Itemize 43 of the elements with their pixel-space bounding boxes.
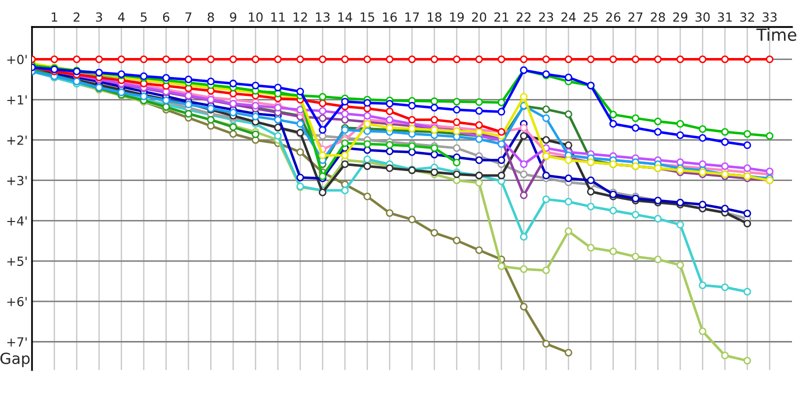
x-tick-label: 18: [428, 12, 442, 22]
x-tick-label: 3: [96, 12, 102, 22]
x-axis-title: Time: [756, 28, 796, 41]
x-tick-label: 6: [163, 12, 170, 22]
x-tick-label: 22: [516, 12, 530, 22]
x-tick-label: 1: [52, 12, 58, 22]
x-tick-label: 14: [338, 12, 352, 22]
x-tick-label: 20: [472, 12, 486, 22]
x-tick-label: 17: [405, 12, 419, 22]
x-tick-label: 29: [673, 12, 688, 22]
x-tick-label: 24: [561, 12, 576, 22]
x-tick-label: 4: [118, 12, 125, 22]
y-tick-label: +2': [7, 135, 27, 145]
x-tick-label: 23: [539, 12, 554, 22]
x-tick-label: 9: [230, 12, 236, 22]
x-tick-label: 15: [360, 12, 374, 22]
y-tick-label: +6': [7, 296, 27, 306]
y-tick-label: +4': [7, 216, 27, 226]
y-tick-label: +0': [7, 54, 27, 64]
x-tick-label: 27: [628, 12, 642, 22]
y-tick-label: +1': [7, 95, 27, 104]
x-tick-label: 31: [718, 12, 732, 22]
x-tick-label: 13: [316, 12, 330, 22]
y-axis-title: Gap: [0, 352, 30, 368]
y-tick-label: +3': [7, 176, 27, 186]
x-tick-label: 33: [762, 12, 777, 22]
x-tick-label: 30: [696, 12, 710, 22]
y-tick-label: +7': [7, 337, 27, 346]
x-tick-label: 2: [74, 12, 80, 22]
y-tick-label: +5': [7, 256, 27, 266]
x-tick-label: 8: [208, 12, 214, 22]
x-tick-label: 5: [140, 12, 147, 22]
x-tick-label: 26: [606, 12, 620, 22]
x-tick-label: 12: [294, 12, 307, 22]
x-tick-label: 16: [383, 12, 397, 22]
x-tick-label: 11: [271, 12, 285, 22]
x-tick-label: 10: [248, 12, 263, 22]
x-tick-label: 28: [650, 12, 665, 22]
x-tick-label: 21: [494, 12, 508, 22]
x-tick-label: 25: [584, 12, 598, 22]
x-tick-label: 32: [740, 12, 754, 22]
x-tick-label: 19: [450, 12, 464, 22]
x-tick-label: 7: [186, 12, 192, 22]
